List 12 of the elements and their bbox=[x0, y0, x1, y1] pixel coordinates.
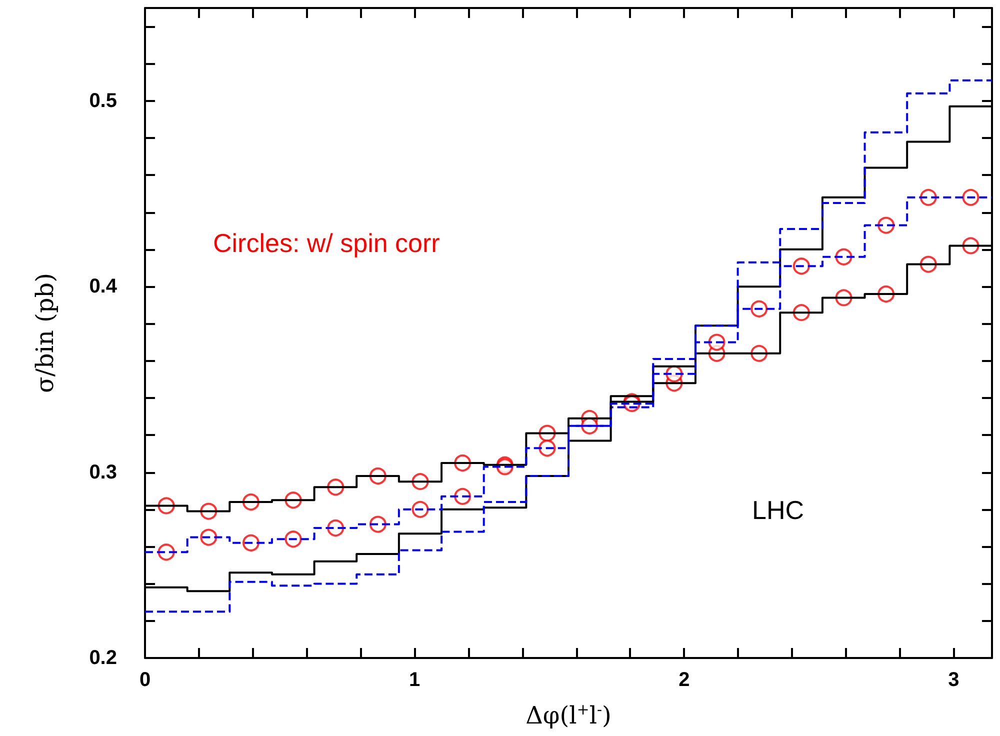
x-tick-label: 0 bbox=[139, 669, 151, 691]
x-axis-title: Δφ(l+l-) bbox=[526, 700, 612, 730]
annotation: Circles: w/ spin corr bbox=[213, 228, 440, 258]
x-tick-label: 2 bbox=[678, 669, 690, 691]
x-tick-label: 3 bbox=[948, 669, 960, 691]
y-tick-label: 0.4 bbox=[89, 276, 118, 298]
y-tick-label: 0.3 bbox=[89, 461, 117, 484]
y-tick-label: 0.5 bbox=[89, 90, 117, 112]
annotation: LHC bbox=[752, 495, 804, 525]
y-tick-label: 0.2 bbox=[89, 647, 117, 669]
x-tick-label: 1 bbox=[409, 669, 420, 691]
y-axis-title: σ/bin (pb) bbox=[31, 272, 59, 394]
